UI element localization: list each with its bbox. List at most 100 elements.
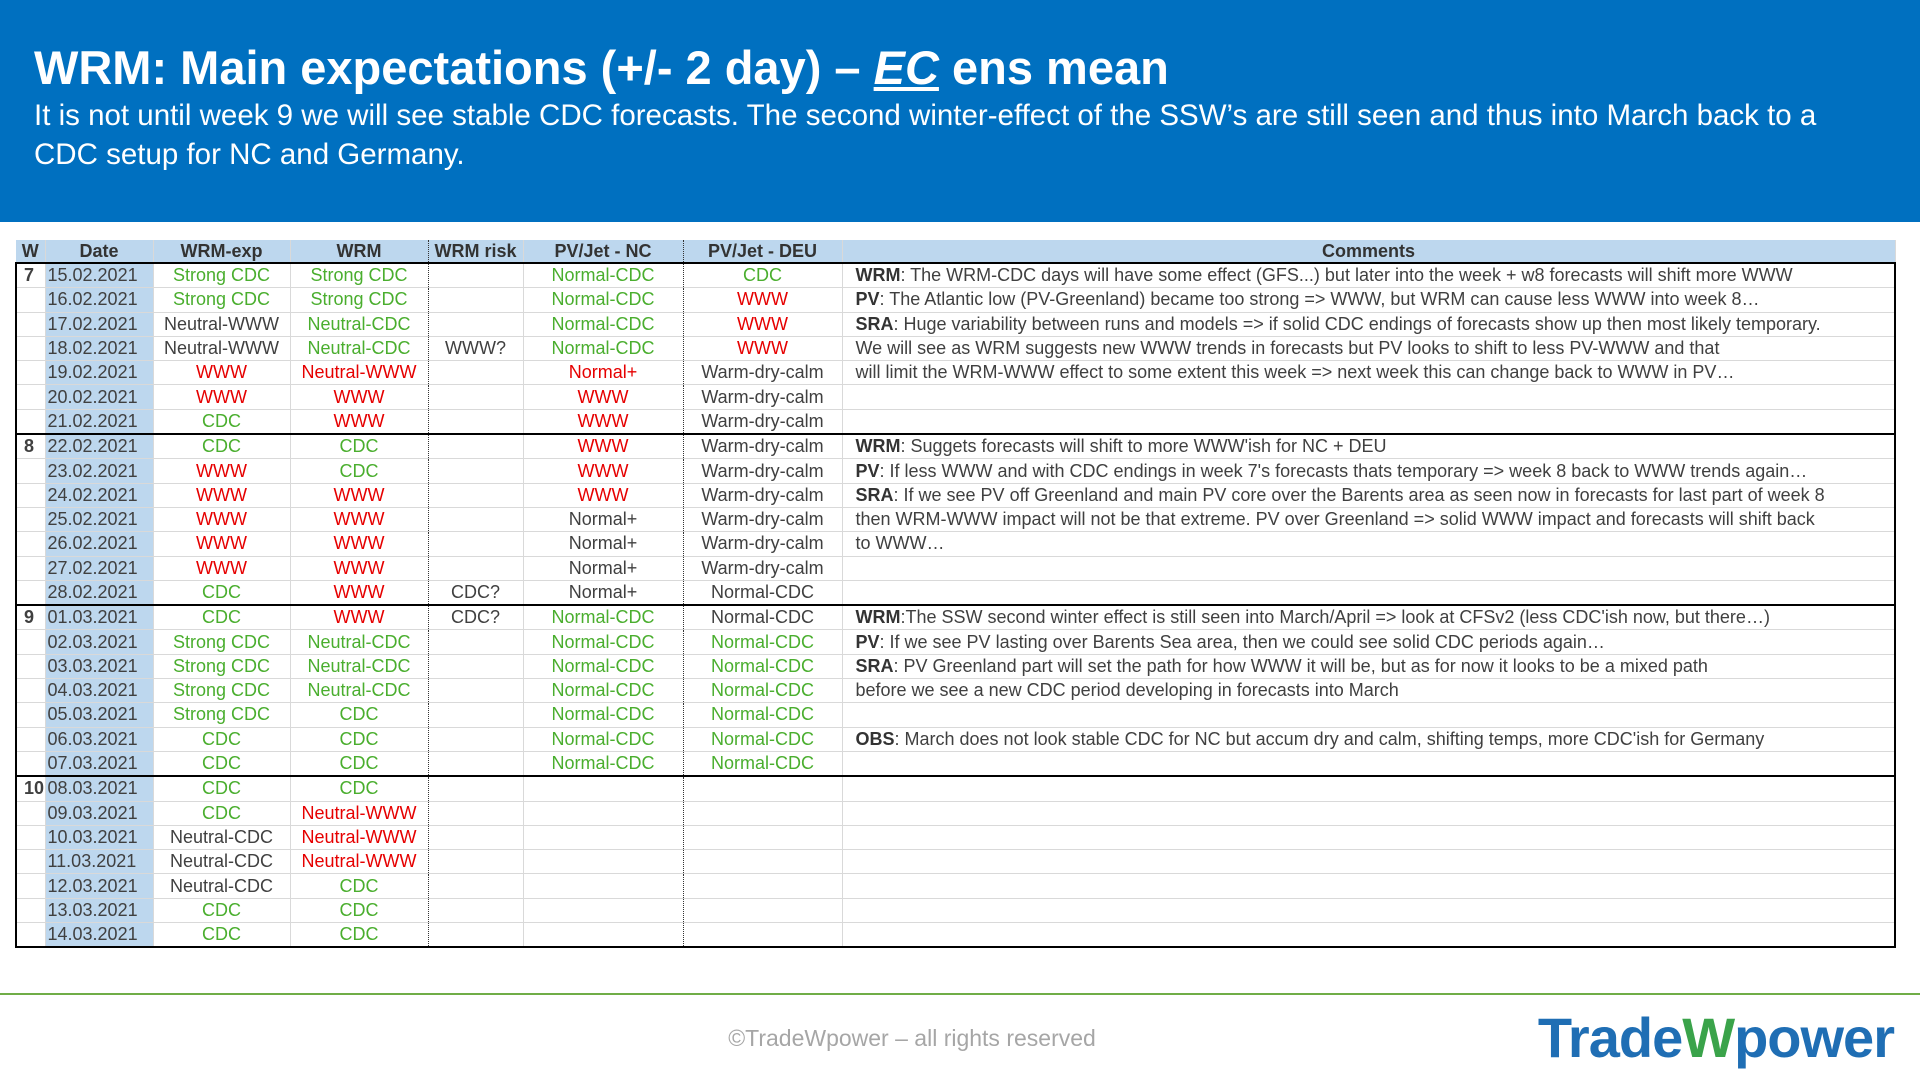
date-cell: 13.03.2021 xyxy=(45,898,154,924)
comment-cell xyxy=(842,825,1896,851)
date-cell: 09.03.2021 xyxy=(45,801,154,826)
forecast-cell: Neutral-WWW xyxy=(153,336,291,362)
table-row: 12.03.2021 Neutral-CDC CDC xyxy=(15,873,1896,899)
title-emphasis: EC xyxy=(873,41,939,94)
forecast-cell: CDC xyxy=(683,262,843,289)
week-cell xyxy=(15,849,46,875)
logo-part: Trade xyxy=(1537,1006,1683,1069)
forecast-cell: WWW xyxy=(153,458,291,484)
table-row: 23.02.2021 WWW CDC WWW Warm-dry-calm PV: If l… xyxy=(15,458,1896,484)
week-cell: 9 xyxy=(15,604,46,631)
forecast-cell: Warm-dry-calm xyxy=(683,433,843,460)
column-header: W xyxy=(16,240,46,263)
forecast-cell: Normal-CDC xyxy=(683,678,843,704)
forecast-cell: Strong CDC xyxy=(153,702,291,728)
logo-part: power xyxy=(1734,1006,1895,1069)
forecast-cell: Normal+ xyxy=(523,556,684,581)
comment-text: : If we see PV off Greenland and main PV… xyxy=(893,484,1825,505)
forecast-table: W Date WRM-exp WRM WRM risk PV/Jet - NC PV/Jet… xyxy=(15,240,1896,948)
forecast-cell xyxy=(428,751,524,777)
table-row: 04.03.2021 Strong CDC Neutral-CDC Normal-CD… xyxy=(15,678,1896,704)
forecast-cell: WWW xyxy=(289,580,429,606)
forecast-cell: CDC xyxy=(153,604,291,631)
forecast-cell: CDC xyxy=(153,775,291,802)
forecast-cell xyxy=(683,775,843,802)
table-row: 24.02.2021 WWW WWW WWW Warm-dry-calm SRA: If … xyxy=(15,483,1896,508)
logo-part: W xyxy=(1682,1006,1735,1069)
date-cell: 17.02.2021 xyxy=(45,312,154,337)
date-cell: 04.03.2021 xyxy=(45,678,154,704)
week-cell xyxy=(15,825,46,851)
comment-cell: SRA: If we see PV off Greenland and main… xyxy=(842,483,1896,508)
forecast-cell: CDC xyxy=(289,727,429,752)
forecast-cell: CDC xyxy=(289,458,429,484)
forecast-cell: CDC xyxy=(289,751,429,777)
forecast-cell: CDC xyxy=(153,922,291,948)
forecast-cell: WWW xyxy=(289,531,429,557)
comment-cell: WRM:The SSW second winter effect is stil… xyxy=(842,604,1896,631)
date-cell: 10.03.2021 xyxy=(45,825,154,851)
comment-cell: PV: If less WWW and with CDC endings in … xyxy=(842,458,1896,484)
forecast-cell xyxy=(428,409,524,435)
forecast-cell: Normal-CDC xyxy=(523,702,684,728)
comment-text: :The SSW second winter effect is still s… xyxy=(900,607,1770,628)
date-cell: 26.02.2021 xyxy=(45,531,154,557)
forecast-cell xyxy=(428,262,524,289)
comment-label: OBS xyxy=(855,728,895,749)
forecast-cell: Normal-CDC xyxy=(683,654,843,680)
forecast-cell: Warm-dry-calm xyxy=(683,483,843,508)
comment-label: WRM xyxy=(855,607,901,628)
date-cell: 24.02.2021 xyxy=(45,483,154,508)
forecast-cell xyxy=(523,825,684,851)
week-cell xyxy=(15,922,46,948)
week-cell xyxy=(15,312,46,337)
week-cell xyxy=(15,727,46,752)
column-header: Date xyxy=(45,240,154,263)
comment-cell xyxy=(842,801,1896,826)
week-cell xyxy=(15,556,46,581)
week-cell xyxy=(15,360,46,386)
forecast-cell: Normal-CDC xyxy=(523,629,684,655)
comment-cell: to WWW… xyxy=(842,531,1896,557)
forecast-cell: Strong CDC xyxy=(153,287,291,313)
forecast-cell: Warm-dry-calm xyxy=(683,507,843,533)
forecast-cell: WWW xyxy=(153,507,291,533)
comment-cell: before we see a new CDC period developin… xyxy=(842,678,1896,704)
comment-cell: PV: If we see PV lasting over Barents Se… xyxy=(842,629,1896,655)
forecast-cell: Strong CDC xyxy=(153,629,291,655)
forecast-cell: Strong CDC xyxy=(153,654,291,680)
forecast-cell: CDC xyxy=(153,898,291,924)
week-cell xyxy=(15,801,46,826)
week-cell xyxy=(15,702,46,728)
forecast-cell: Strong CDC xyxy=(153,262,291,289)
forecast-cell: Normal-CDC xyxy=(523,287,684,313)
table-row: 28.02.2021 CDC WWW CDC? Normal+ Normal-CDC xyxy=(15,580,1896,606)
forecast-cell xyxy=(683,825,843,851)
forecast-cell: Normal-CDC xyxy=(523,604,684,631)
comment-text: will limit the WRM-WWW effect to some ex… xyxy=(855,362,1735,383)
table-row: 03.03.2021 Strong CDC Neutral-CDC Normal-CD… xyxy=(15,654,1896,680)
comment-label: SRA xyxy=(855,484,894,505)
table-row: 27.02.2021 WWW WWW Normal+ Warm-dry-calm xyxy=(15,556,1896,581)
week-cell xyxy=(15,483,46,508)
forecast-cell: Warm-dry-calm xyxy=(683,360,843,386)
forecast-cell: WWW? xyxy=(428,336,524,362)
table-row: 26.02.2021 WWW WWW Normal+ Warm-dry-calm to W… xyxy=(15,531,1896,557)
forecast-cell: Neutral-WWW xyxy=(153,312,291,337)
forecast-cell xyxy=(428,678,524,704)
comment-cell: then WRM-WWW impact will not be that ext… xyxy=(842,507,1896,533)
comment-cell xyxy=(842,580,1896,606)
date-cell: 23.02.2021 xyxy=(45,458,154,484)
title: WRM: Main expectations (+/- 2 day) – EC … xyxy=(34,40,1169,95)
table-row: 05.03.2021 Strong CDC CDC Normal-CDC Normal-… xyxy=(15,702,1896,728)
forecast-cell xyxy=(683,898,843,924)
table-row: 19.02.2021 WWW Neutral-WWW Normal+ Warm-dry-… xyxy=(15,360,1896,386)
date-cell: 05.03.2021 xyxy=(45,702,154,728)
table-row: 7 15.02.2021 Strong CDC Strong CDC Normal-CD… xyxy=(15,262,1896,289)
forecast-cell xyxy=(428,507,524,533)
date-cell: 14.03.2021 xyxy=(45,922,154,948)
date-cell: 20.02.2021 xyxy=(45,384,154,410)
forecast-cell: CDC xyxy=(289,775,429,802)
forecast-cell: Warm-dry-calm xyxy=(683,531,843,557)
